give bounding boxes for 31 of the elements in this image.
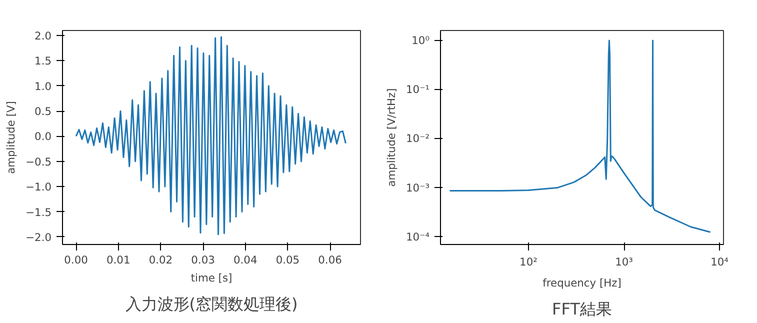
y-axis-title: amplitude [V/rtHz] — [385, 88, 398, 187]
y-tick-label: 10⁻² — [406, 132, 430, 146]
y-tick-label: 1.0 — [34, 80, 52, 93]
x-tick-label: 0.02 — [148, 254, 173, 266]
y-tick-label: −2.0 — [26, 230, 52, 244]
line-series — [75, 36, 346, 236]
y-tick-label: −1.0 — [26, 180, 52, 194]
x-axis-title: time [s] — [190, 272, 232, 284]
x-tick-label: 0.06 — [318, 254, 342, 266]
text: FFT結果 — [552, 300, 612, 318]
y-tick-label: 0.0 — [34, 130, 52, 144]
y-tick-label: 10⁻³ — [406, 181, 430, 194]
x-tick-label: 10² — [520, 256, 538, 268]
y-tick-label: −1.5 — [26, 206, 52, 219]
x-tick-label: 0.00 — [64, 254, 88, 266]
y-tick-label: 10⁻⁴ — [406, 230, 430, 244]
y-tick-label: 10⁻¹ — [406, 83, 430, 96]
y-tick-label: 0.5 — [34, 105, 52, 118]
x-tick-label: 0.03 — [191, 254, 215, 266]
x-tick-label: 10⁴ — [710, 256, 728, 268]
x-tick-label: 0.04 — [234, 254, 258, 266]
text: 入力波形(窓関数処理後) — [125, 294, 298, 314]
y-tick-label: 10⁰ — [412, 34, 430, 48]
x-tick-label: 10³ — [615, 256, 633, 268]
y-axis-title: amplitude [V] — [4, 101, 18, 174]
x-axis-title: frequency [Hz] — [542, 276, 622, 290]
y-tick-label: 1.5 — [34, 54, 52, 68]
y-tick-label: −0.5 — [26, 155, 52, 168]
x-tick-label: 0.05 — [276, 254, 300, 266]
x-tick-label: 0.01 — [106, 254, 130, 266]
y-tick-label: 2.0 — [34, 30, 52, 43]
